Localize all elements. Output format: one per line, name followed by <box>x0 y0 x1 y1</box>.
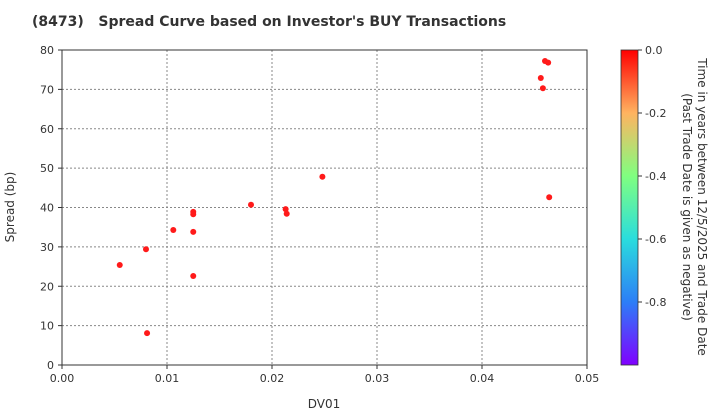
y-tick-label: 30 <box>40 241 54 254</box>
y-tick-label: 70 <box>40 83 54 96</box>
colorbar-tick-label: -0.4 <box>645 170 666 183</box>
y-tick-label: 20 <box>40 280 54 293</box>
x-tick-label: 0.03 <box>365 372 390 385</box>
x-tick-label: 0.05 <box>575 372 600 385</box>
colorbar-tick-label: -0.2 <box>645 107 666 120</box>
data-point <box>190 273 197 280</box>
x-axis-label: DV01 <box>308 397 341 411</box>
data-point <box>539 85 546 92</box>
y-tick-label: 0 <box>47 359 54 372</box>
colorbar-label-line2: (Past Trade Date is given as negative) <box>680 93 694 321</box>
colorbar-tick-label: -0.6 <box>645 233 666 246</box>
data-point <box>319 173 326 180</box>
data-point <box>248 201 254 208</box>
y-tick-label: 10 <box>40 320 54 333</box>
data-point <box>190 228 197 235</box>
data-point <box>537 74 544 81</box>
data-point <box>143 246 149 253</box>
data-point <box>170 226 177 233</box>
y-tick-label: 40 <box>40 202 54 215</box>
colorbar <box>620 49 639 366</box>
y-tick-label: 80 <box>40 44 54 57</box>
x-tick-label: 0.01 <box>155 372 180 385</box>
y-axis-label: Spread (bp) <box>3 172 17 243</box>
data-point <box>144 330 151 337</box>
colorbar-label-line1: Time in years between 12/5/2025 and Trad… <box>695 57 709 356</box>
x-tick-label: 0.02 <box>260 372 285 385</box>
y-tick-label: 60 <box>40 123 54 136</box>
colorbar-tick-label: -0.8 <box>645 296 666 309</box>
x-tick-label: 0.00 <box>50 372 75 385</box>
plot-frame <box>61 49 588 366</box>
chart-title: (8473) Spread Curve based on Investor's … <box>32 14 506 30</box>
data-point <box>283 210 290 217</box>
y-tick-label: 50 <box>40 162 54 175</box>
colorbar-tick-label: 0.0 <box>645 44 663 57</box>
data-point <box>545 59 552 66</box>
data-point <box>546 194 553 201</box>
data-point <box>282 206 289 213</box>
data-point <box>116 261 123 268</box>
x-tick-label: 0.04 <box>470 372 495 385</box>
data-point <box>190 211 197 218</box>
